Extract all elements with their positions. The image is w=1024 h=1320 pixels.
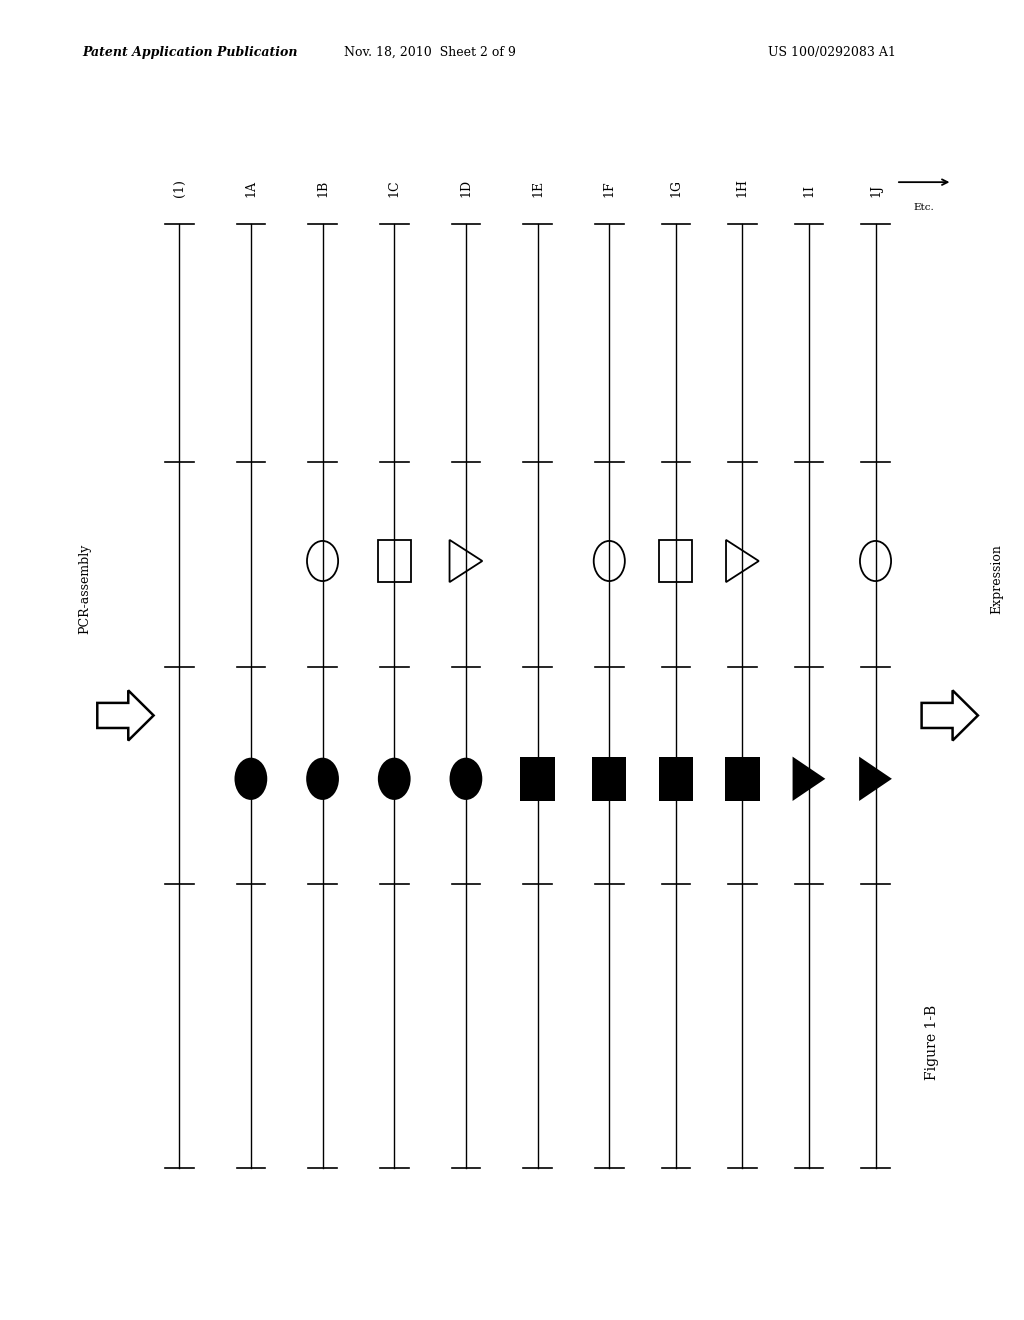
Circle shape xyxy=(306,758,339,800)
Text: Patent Application Publication: Patent Application Publication xyxy=(82,46,297,59)
Bar xyxy=(659,540,692,582)
Text: 1G: 1G xyxy=(670,178,682,197)
Bar xyxy=(592,756,627,801)
Text: US 100/0292083 A1: US 100/0292083 A1 xyxy=(768,46,896,59)
Polygon shape xyxy=(793,756,825,801)
Text: 1C: 1C xyxy=(388,180,400,197)
Bar xyxy=(725,756,760,801)
Text: Expression: Expression xyxy=(990,544,1002,614)
Bar xyxy=(378,540,411,582)
Text: 1D: 1D xyxy=(460,178,472,197)
Text: 1I: 1I xyxy=(803,183,815,197)
Text: 1B: 1B xyxy=(316,180,329,197)
Circle shape xyxy=(450,758,482,800)
Text: 1A: 1A xyxy=(245,180,257,197)
Text: Nov. 18, 2010  Sheet 2 of 9: Nov. 18, 2010 Sheet 2 of 9 xyxy=(344,46,516,59)
Text: (1): (1) xyxy=(173,178,185,197)
Circle shape xyxy=(378,758,411,800)
Text: Figure 1-B: Figure 1-B xyxy=(925,1005,939,1081)
Polygon shape xyxy=(859,756,892,801)
Text: 1F: 1F xyxy=(603,180,615,197)
Text: 1J: 1J xyxy=(869,183,882,197)
Text: 1E: 1E xyxy=(531,180,544,197)
Text: Etc.: Etc. xyxy=(913,203,935,213)
Circle shape xyxy=(234,758,267,800)
Bar xyxy=(658,756,693,801)
Text: 1H: 1H xyxy=(736,178,749,197)
Bar xyxy=(520,756,555,801)
Text: PCR-assembly: PCR-assembly xyxy=(79,544,91,634)
